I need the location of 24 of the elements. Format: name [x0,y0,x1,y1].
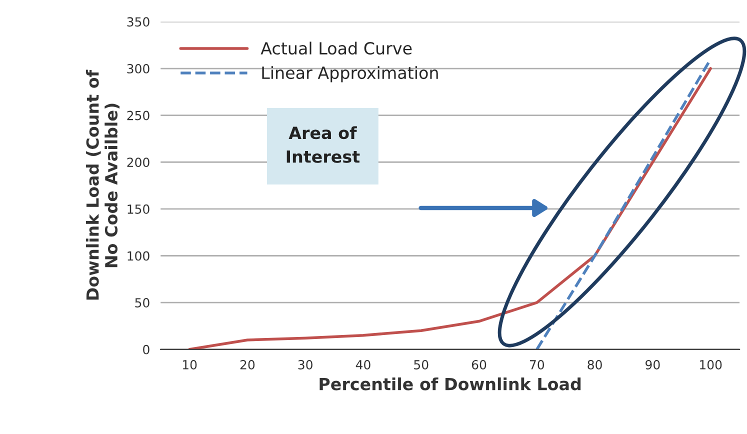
y-tick-label: 200 [127,158,150,168]
y-tick-label: 0 [143,344,150,354]
line-series [188,67,712,350]
x-tick-label: 100 [700,360,722,370]
y-axis-title: Downlink Load (Count of No Code Availble) [86,70,120,300]
y-tick-label: 350 [127,17,150,27]
y-tick-label: 50 [135,298,150,308]
y-tick-label: 250 [127,110,150,120]
y-tick-label: 300 [127,64,150,74]
y-tick-label: 150 [128,204,150,214]
x-tick-label: 40 [356,360,370,370]
x-tick-label: 60 [472,360,486,370]
x-axis-title: Percentile of Downlink Load [320,377,581,390]
annotation: Area of Interest [286,126,360,163]
x-tick-label: 20 [240,360,255,370]
x-tick-label: 70 [530,360,544,370]
x-tick-label: 10 [182,360,197,370]
legend-label: Linear Approximation [262,66,438,82]
x-tick-label: 50 [414,360,428,370]
x-tick-label: 30 [298,360,312,370]
legend-label: Actual Load Curve [260,42,412,55]
x-tick-label: 90 [646,360,660,370]
x-tick-label: 80 [588,360,602,370]
y-tick-label: 100 [128,251,150,261]
